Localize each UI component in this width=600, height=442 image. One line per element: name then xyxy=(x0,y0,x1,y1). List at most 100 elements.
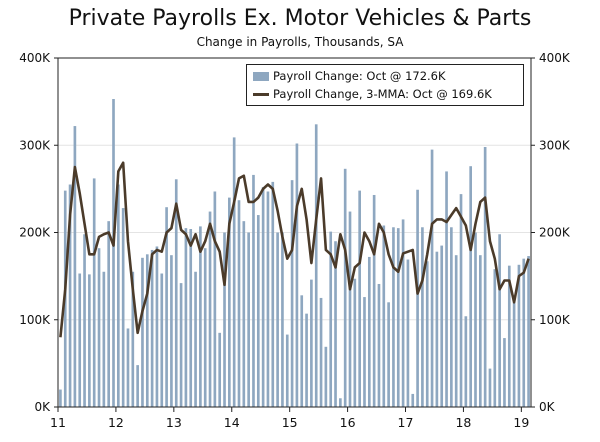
y-tick-label-left: 0K xyxy=(34,400,51,414)
bar xyxy=(88,274,91,407)
bar xyxy=(363,297,366,407)
bar xyxy=(68,184,72,407)
bar xyxy=(194,271,197,407)
bar xyxy=(507,265,511,407)
y-tick-label-left: 300K xyxy=(19,138,51,152)
bar xyxy=(450,227,453,407)
chart-title: Private Payrolls Ex. Motor Vehicles & Pa… xyxy=(68,6,532,31)
legend-item-line: Payroll Change, 3-MMA: Oct @ 169.6K xyxy=(253,86,492,102)
bar xyxy=(367,256,371,407)
bar xyxy=(314,124,318,407)
bar xyxy=(165,207,168,407)
legend: Payroll Change: Oct @ 172.6K Payroll Cha… xyxy=(246,64,524,106)
bar xyxy=(97,248,101,407)
bar xyxy=(469,166,472,407)
bar xyxy=(512,302,516,407)
bar xyxy=(435,251,439,407)
bar xyxy=(377,283,381,407)
bar xyxy=(324,346,328,407)
bar xyxy=(459,194,463,407)
bar xyxy=(295,143,299,407)
bar xyxy=(189,229,193,407)
x-tick-label: 12 xyxy=(108,415,124,430)
bar xyxy=(300,295,304,407)
bar xyxy=(464,316,468,407)
bar xyxy=(522,258,526,407)
bar xyxy=(334,241,337,407)
bar xyxy=(155,246,159,407)
bar xyxy=(498,234,501,407)
bar xyxy=(483,146,487,407)
bar xyxy=(445,171,448,407)
bar xyxy=(421,227,424,407)
bar xyxy=(184,228,188,407)
y-tick-label-left: 200K xyxy=(19,226,51,240)
x-tick-label: 17 xyxy=(398,415,414,430)
bar xyxy=(281,232,284,407)
bar xyxy=(136,365,139,407)
y-tick-label-right: 400K xyxy=(539,51,571,65)
bar xyxy=(372,194,376,407)
bar xyxy=(454,255,458,407)
bar xyxy=(102,271,106,407)
y-tick-label-right: 0K xyxy=(539,400,556,414)
line-series-3mma xyxy=(59,161,530,338)
y-tick-label-right: 100K xyxy=(539,313,571,327)
bar xyxy=(107,221,111,407)
bar xyxy=(488,368,492,407)
legend-line-swatch xyxy=(253,92,269,96)
bar xyxy=(353,278,357,407)
bar xyxy=(256,215,260,407)
bar xyxy=(290,180,294,407)
bar xyxy=(92,178,96,407)
bar xyxy=(310,279,313,407)
bar xyxy=(228,197,231,407)
bar xyxy=(170,255,173,407)
bar xyxy=(203,248,207,407)
bar xyxy=(440,245,444,407)
bar xyxy=(261,187,265,407)
legend-item-bars: Payroll Change: Oct @ 172.6K xyxy=(253,68,446,84)
bar xyxy=(266,191,270,407)
bar xyxy=(174,179,178,407)
bar xyxy=(430,149,434,408)
bar xyxy=(339,398,342,407)
bar xyxy=(416,189,419,407)
bar xyxy=(252,174,255,407)
bar xyxy=(232,137,236,407)
bar xyxy=(271,181,275,407)
x-tick-label: 18 xyxy=(455,415,471,430)
bar xyxy=(223,232,226,407)
chart-subtitle: Change in Payrolls, Thousands, SA xyxy=(196,35,404,49)
bar xyxy=(527,256,530,407)
bar xyxy=(131,271,135,407)
y-tick-label-left: 100K xyxy=(19,313,51,327)
bar xyxy=(78,273,82,407)
bar xyxy=(478,255,482,407)
bar xyxy=(382,225,386,407)
bar xyxy=(199,226,202,407)
bar xyxy=(305,313,308,407)
bar xyxy=(396,228,400,407)
bar xyxy=(141,257,144,407)
x-tick-label: 13 xyxy=(166,415,182,430)
x-tick-label: 14 xyxy=(224,415,240,430)
bar xyxy=(343,168,347,407)
y-tick-label-right: 200K xyxy=(539,226,571,240)
bar xyxy=(348,211,352,407)
bar xyxy=(242,221,246,407)
bar xyxy=(117,184,120,407)
bar xyxy=(425,261,429,407)
bar xyxy=(213,191,217,407)
bar xyxy=(358,190,361,407)
bar xyxy=(401,219,405,407)
bar xyxy=(150,249,154,407)
bar xyxy=(112,99,115,407)
bar xyxy=(247,232,250,407)
y-tick-label-left: 400K xyxy=(19,51,51,65)
y-tick-label-right: 300K xyxy=(539,138,571,152)
bar xyxy=(208,211,212,407)
bar xyxy=(160,273,164,407)
bar xyxy=(276,232,279,407)
